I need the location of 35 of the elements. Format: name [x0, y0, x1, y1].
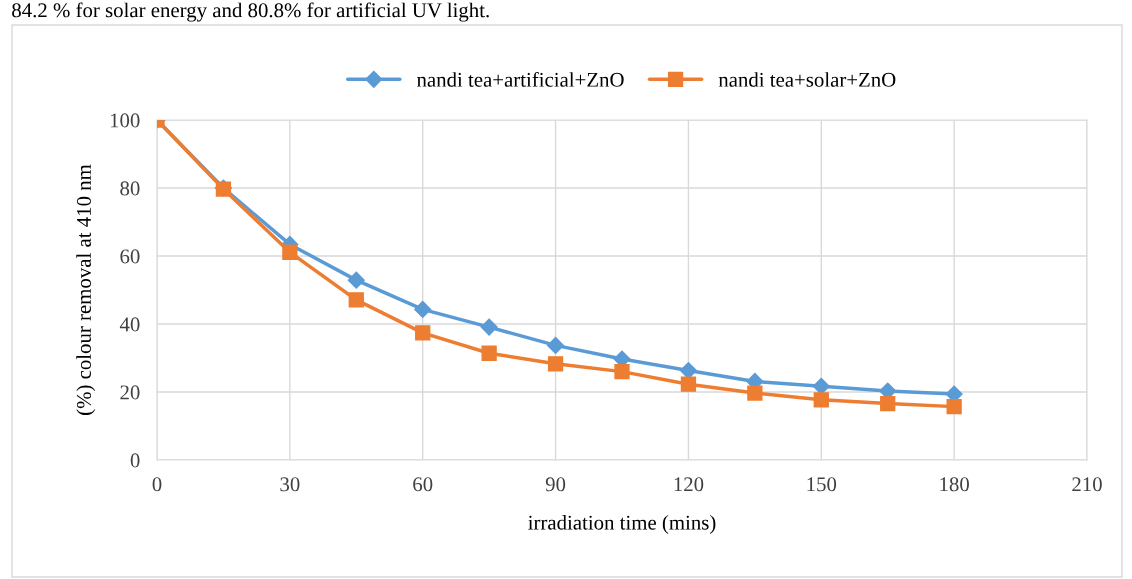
legend-label: nandi tea+artificial+ZnO [416, 71, 624, 87]
point [614, 363, 630, 380]
point [813, 392, 829, 408]
y-tick-label: 60 [120, 249, 140, 264]
point [747, 385, 763, 401]
x-tick-label: 120 [674, 477, 704, 492]
x-tick-label: 30 [280, 477, 300, 492]
x-axis-title: irradiation time (mins) [528, 515, 716, 534]
point [680, 376, 697, 392]
point [547, 336, 565, 354]
point [415, 325, 431, 341]
point [348, 292, 364, 308]
legend-label: nandi tea+solar+ZnO [718, 72, 896, 87]
point [812, 377, 830, 395]
y-axis-title: (%) colour removal at 410 nm [76, 164, 96, 415]
y-tick-label: 0 [130, 453, 140, 468]
x-tick-label: 60 [413, 477, 433, 492]
y-tick-label: 100 [110, 113, 140, 128]
x-tick-label: 0 [152, 477, 162, 492]
point [481, 345, 497, 361]
y-tick-label: 20 [120, 385, 140, 400]
x-tick-label: 150 [807, 477, 837, 492]
point [414, 300, 432, 318]
point [347, 271, 365, 289]
point [480, 318, 498, 336]
point [946, 398, 962, 415]
point [282, 244, 298, 260]
point [547, 356, 564, 372]
point [880, 395, 896, 412]
y-tick-label: 80 [120, 181, 140, 196]
x-tick-label: 210 [1072, 477, 1102, 492]
x-tick-label: 180 [940, 477, 969, 492]
x-tick-label: 90 [545, 477, 566, 492]
y-tick-label: 40 [119, 317, 140, 332]
text: 84.2 % for solar energy and 80.8% for artificial UV light. [12, 2, 489, 22]
